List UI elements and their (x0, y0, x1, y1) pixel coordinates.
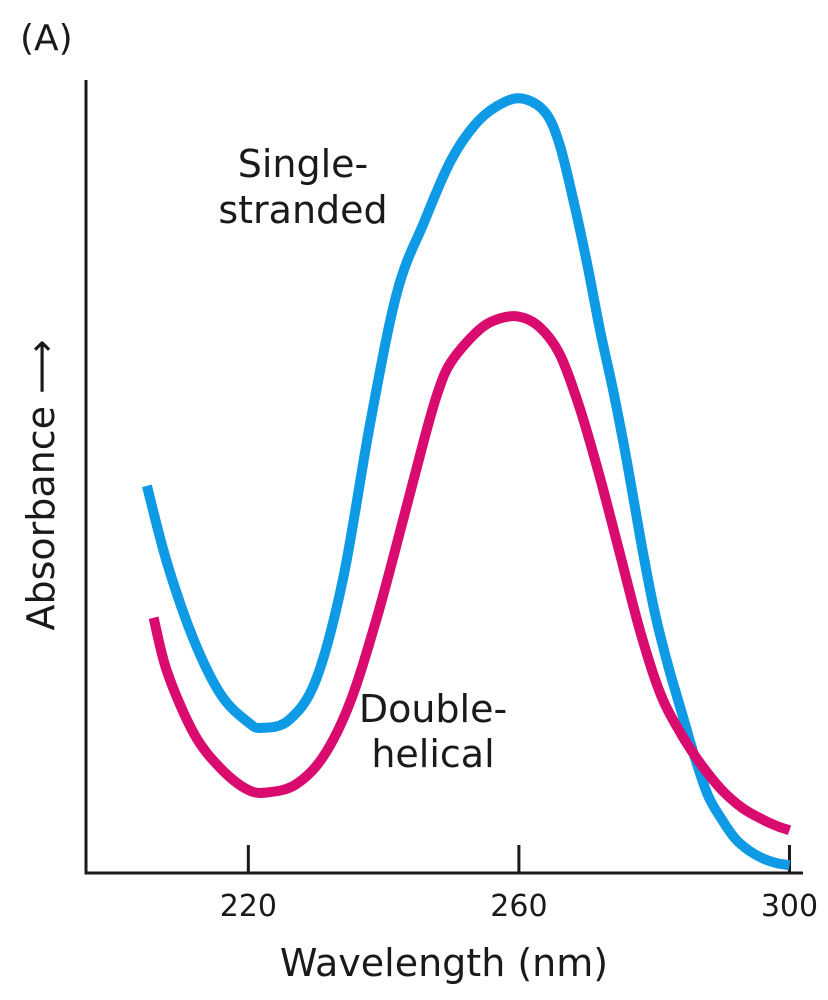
y-axis-label: Absorbance ⟶ (19, 339, 63, 630)
x-ticks: 220 260 300 (220, 845, 818, 924)
x-axis-label: Wavelength (nm) (280, 941, 608, 985)
single-stranded-line (142, 93, 791, 871)
panel-label: (A) (20, 18, 73, 59)
series-lines (142, 93, 792, 871)
chart-labels: Wavelength (nm) Absorbance ⟶ Single-strand… (19, 142, 608, 985)
x-tick-label-260: 260 (490, 889, 547, 924)
x-tick-label-300: 300 (761, 889, 818, 924)
double-helical-label: Double-helical (359, 687, 507, 776)
single-stranded-label: Single-stranded (218, 142, 387, 232)
axes (84, 80, 803, 875)
x-tick-label-220: 220 (220, 889, 277, 924)
double-helical-line (148, 311, 792, 836)
